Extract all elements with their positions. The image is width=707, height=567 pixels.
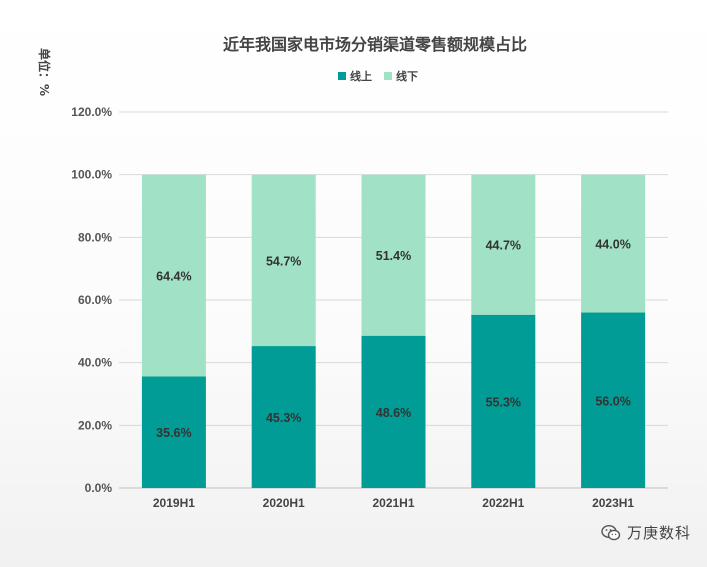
data-label: 51.4% xyxy=(376,249,411,263)
data-label: 54.7% xyxy=(266,254,301,268)
data-label: 35.6% xyxy=(156,426,191,440)
x-tick-label: 2021H1 xyxy=(372,496,414,510)
data-label: 48.6% xyxy=(376,406,411,420)
bar-线上-2019H1 xyxy=(141,376,206,488)
watermark-text: 万庚数科 xyxy=(626,524,691,542)
x-tick-label: 2022H1 xyxy=(482,496,524,510)
y-tick-label: 120.0% xyxy=(71,105,112,119)
data-label: 55.3% xyxy=(486,395,521,409)
bar-线上-2021H1 xyxy=(361,335,426,488)
wechat-icon xyxy=(601,523,621,543)
y-axis: 0.0% 20.0% 40.0% 60.0% 80.0% 100.0% 120.0% xyxy=(71,105,112,495)
y-tick-label: 60.0% xyxy=(78,293,112,307)
bar-线下-2021H1 xyxy=(361,174,426,336)
bar-线下-2020H1 xyxy=(251,174,316,347)
legend: 线上 线下 xyxy=(338,69,418,83)
watermark: 万庚数科 xyxy=(601,522,691,543)
y-tick-label: 80.0% xyxy=(78,230,112,244)
data-label: 45.3% xyxy=(266,411,301,425)
y-tick-label: 0.0% xyxy=(85,481,113,495)
legend-swatch xyxy=(338,72,346,80)
y-tick-label: 20.0% xyxy=(78,418,112,432)
x-tick-label: 2023H1 xyxy=(592,496,634,510)
data-label: 44.0% xyxy=(595,238,630,252)
legend-label: 线下 xyxy=(396,69,418,83)
bar-线上-2022H1 xyxy=(471,314,536,488)
plot-area: 35.6% 64.4% 45.3% 54.7% 48.6% 51.4% 55.3% 44.7%… xyxy=(141,174,646,488)
unit-label: 单位：% xyxy=(37,48,52,96)
data-label: 64.4% xyxy=(156,270,191,284)
data-label: 44.7% xyxy=(486,239,521,253)
bar-线上-2023H1 xyxy=(581,312,646,488)
bar-线上-2020H1 xyxy=(251,346,316,488)
legend-swatch xyxy=(384,72,392,80)
bar-线下-2023H1 xyxy=(581,174,646,313)
bar-线下-2019H1 xyxy=(141,174,206,377)
x-tick-label: 2019H1 xyxy=(153,496,195,510)
y-tick-label: 100.0% xyxy=(71,168,112,182)
data-label: 56.0% xyxy=(595,394,630,408)
bar-线下-2022H1 xyxy=(471,174,536,315)
chart-title: 近年我国家电市场分销渠道零售额规模占比 xyxy=(223,35,527,54)
x-axis: 2019H1 2020H1 2021H1 2022H1 2023H1 xyxy=(153,496,635,510)
legend-label: 线上 xyxy=(350,69,372,83)
x-tick-label: 2020H1 xyxy=(263,496,305,510)
y-tick-label: 40.0% xyxy=(78,356,112,370)
